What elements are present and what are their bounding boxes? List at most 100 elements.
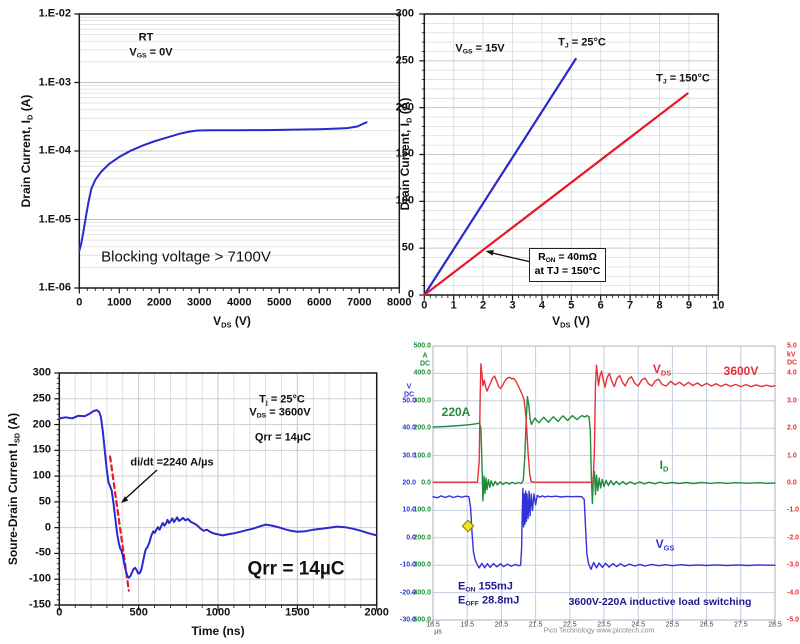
- chart2-line-150C: [423, 92, 689, 297]
- scope-trace-VDS: [432, 363, 776, 483]
- chart1-frame: [78, 13, 401, 289]
- chart1-curve-blocking-leakage: [78, 121, 368, 252]
- chart1-ytick-label: 1.E-04: [38, 144, 71, 157]
- chart1-x-axis-title: VDS (V): [213, 314, 251, 330]
- scope-x-unit: µs: [434, 628, 442, 636]
- chart2-xtick-label: 4: [538, 299, 545, 312]
- chart3-ytick-label: 150: [32, 443, 51, 456]
- chart3-isd-curve: [58, 409, 378, 579]
- scope-red-unit-kv: kV: [787, 351, 796, 359]
- chart3-y-axis-title: Soure-Drain Current ISD (A): [6, 412, 22, 566]
- scope-red-tick-label: -1.0: [787, 506, 800, 514]
- scope-blue-tick-label: 0.0: [406, 534, 416, 542]
- scope-caption: 3600V-220A inductive load switching: [568, 595, 752, 608]
- chart3-didt-arrow: [124, 469, 158, 500]
- chart3-didt-arrowhead: [121, 496, 129, 503]
- chart2-xtick-label: 7: [627, 299, 634, 312]
- chart1-ytick-label: 1.E-02: [38, 7, 71, 20]
- chart1-xtick-label: 4000: [227, 296, 252, 309]
- scope-red-tick-label: 5.0: [787, 342, 797, 350]
- chart2-callout-arrowhead: [485, 250, 494, 256]
- chart3-x-axis-title: Time (ns): [191, 624, 245, 638]
- scope-blue-tick-label: 10.0: [402, 506, 416, 514]
- scope-blue-unit-dc: DC: [403, 391, 415, 399]
- chart2-ytick-label: 200: [395, 101, 414, 114]
- chart2-xtick-label: 0: [421, 299, 428, 312]
- chart1-y-title-text: Drain Current, I: [19, 120, 34, 208]
- chart1-xtick-label: 0: [76, 296, 83, 309]
- scope-green-tick-label: -200.0: [411, 534, 431, 542]
- chart3-xtick-label: 1500: [285, 606, 310, 619]
- chart3-frame: [58, 372, 378, 606]
- chart1-annotation-vgs: VGS = 0V: [129, 46, 173, 60]
- scope-xtick-label: 20.5: [494, 621, 509, 628]
- scope-blue-unit-v: V: [406, 383, 412, 391]
- chart3-ytick-label: -150: [28, 598, 51, 611]
- chart1-xtick-label: 3000: [187, 296, 212, 309]
- scope-eoff-label: EOFF 28.8mJ: [458, 594, 520, 608]
- chart2-ron-line2: at TJ = 150°C: [534, 265, 601, 278]
- chart2-xtick-label: 9: [685, 299, 692, 312]
- chart3-ytick-label: 0: [44, 521, 51, 534]
- chart1-ytick-label: 1.E-03: [38, 76, 71, 88]
- chart2-xtick-label: 5: [568, 299, 575, 312]
- scope-xtick-label: 19.5: [460, 621, 474, 628]
- chart2-annotation-tj25: TJ = 25°C: [558, 36, 606, 50]
- chart1-xtick-label: 1000: [107, 296, 132, 309]
- chart2-xtick-label: 6: [597, 299, 604, 312]
- chart2-ytick-label: 250: [395, 54, 414, 67]
- scope-blue-tick-label: 30.0: [402, 452, 416, 460]
- scope-trace-ID: [432, 396, 776, 505]
- scope-xtick-label: 25.5: [665, 621, 680, 628]
- scope-xtick-label: 24.5: [631, 621, 645, 628]
- chart2-xtick-label: 2: [480, 299, 487, 312]
- chart1-xtick-label: 2000: [147, 296, 172, 309]
- scope-red-tick-label: -3.0: [787, 561, 800, 569]
- chart2-annotation-vgs: VGS = 15V: [455, 42, 505, 56]
- scope-vds-trace-label: VDS: [652, 362, 672, 378]
- scope-red-tick-label: -4.0: [787, 589, 800, 597]
- chart3-annotation-vds: VDS = 3600V: [249, 406, 311, 420]
- scope-red-unit-dc: DC: [787, 359, 798, 367]
- scope-vds-value-label: 3600V: [723, 364, 759, 378]
- scope-xtick-label: 21.5: [528, 621, 543, 628]
- chart2-ytick-label: 100: [395, 194, 414, 207]
- chart3-ytick-label: 300: [32, 366, 51, 379]
- scope-xtick-label: 23.5: [597, 621, 611, 628]
- chart3-xtick-label: 0: [56, 606, 63, 619]
- scope-red-tick-label: 2.0: [787, 424, 797, 432]
- chart1-xtick-label: 7000: [347, 296, 372, 309]
- chart2-xtick-label: 10: [712, 299, 725, 312]
- scope-vgs-trace-label: VGS: [655, 537, 675, 553]
- chart3-ytick-label: -100: [28, 572, 51, 585]
- scope-green-tick-label: 500.0: [413, 342, 431, 350]
- chart3-ytick-label: 50: [38, 495, 51, 508]
- chart2-xtick-label: 1: [450, 299, 457, 312]
- scope-blue-tick-label: -30.0: [400, 616, 416, 624]
- chart3-xtick-label: 1000: [205, 606, 231, 619]
- scope-xtick-label: 27.5: [733, 621, 748, 628]
- scope-xtick-label: 18.5: [426, 621, 440, 628]
- scope-green-tick-label: 200.0: [413, 424, 431, 432]
- scope-green-unit-a: A: [422, 352, 428, 360]
- scope-red-tick-label: 0.0: [787, 479, 797, 487]
- chart2-frame: [423, 13, 720, 296]
- chart3-ytick-label: -50: [35, 546, 51, 559]
- chart1-xtick-label: 8000: [387, 296, 412, 309]
- chart1-xtick-label: 6000: [307, 296, 332, 309]
- scope-xtick-label: 28.5: [768, 621, 782, 628]
- chart2-ytick-label: 300: [395, 7, 414, 20]
- chart1-annotation-blocking-voltage: Blocking voltage > 7100V: [101, 248, 271, 266]
- chart3-annotation-qrr-big: Qrr = 14µC: [247, 558, 345, 580]
- scope-green-tick-label: -300.0: [411, 561, 431, 569]
- scope-green-tick-label: 100.0: [413, 452, 431, 460]
- scope-green-tick-label: 0.0: [421, 479, 431, 487]
- scope-red-tick-label: 3.0: [787, 397, 797, 405]
- chart2-ytick-label: 50: [401, 241, 414, 254]
- scope-trace-VGS: [432, 487, 776, 570]
- chart2-ytick-label: 0: [407, 288, 414, 301]
- scope-green-tick-label: -400.0: [411, 589, 431, 597]
- chart3-ytick-label: 100: [32, 469, 51, 482]
